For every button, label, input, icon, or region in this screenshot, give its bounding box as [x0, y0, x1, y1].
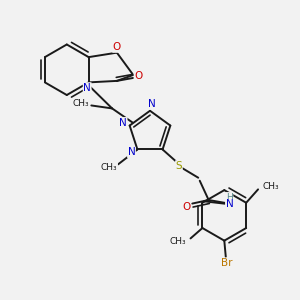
Text: CH₃: CH₃: [169, 237, 186, 246]
Text: CH₃: CH₃: [262, 182, 279, 191]
Text: N: N: [83, 83, 91, 93]
Text: N: N: [119, 118, 127, 128]
Text: O: O: [134, 71, 142, 81]
Text: N: N: [148, 99, 155, 109]
Text: H: H: [226, 193, 233, 202]
Text: Br: Br: [221, 258, 232, 268]
Text: O: O: [182, 202, 190, 212]
Text: CH₃: CH₃: [73, 100, 89, 109]
Text: O: O: [113, 42, 121, 52]
Text: N: N: [226, 200, 233, 209]
Text: S: S: [176, 161, 182, 171]
Text: CH₃: CH₃: [101, 163, 118, 172]
Text: N: N: [128, 148, 135, 158]
